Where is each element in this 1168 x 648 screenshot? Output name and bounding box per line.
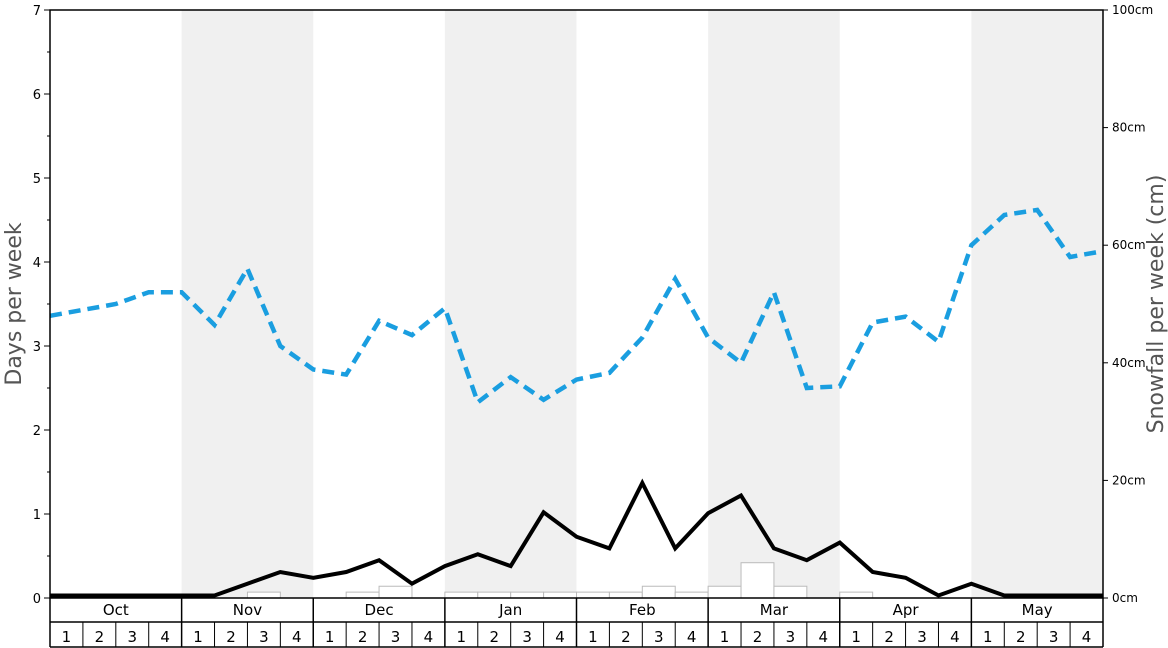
snowfall-bar <box>246 591 281 599</box>
left-tick-label: 7 <box>33 4 41 19</box>
week-label: 4 <box>555 628 565 646</box>
snowfall-bar <box>608 591 643 599</box>
month-label-feb: Feb <box>629 601 656 619</box>
week-label: 3 <box>786 628 796 646</box>
left-tick-label: 0 <box>33 592 41 607</box>
snowfall-bar <box>707 585 742 599</box>
week-label: 4 <box>950 628 960 646</box>
shade-may <box>971 10 1103 598</box>
solid-series-line <box>50 478 1103 598</box>
week-label: 3 <box>654 628 664 646</box>
week-label: 3 <box>1049 628 1059 646</box>
snowfall-bar <box>510 591 545 599</box>
week-label: 1 <box>193 628 203 646</box>
month-label-mar: Mar <box>760 601 789 619</box>
left-axis-title: Days per week <box>2 222 27 385</box>
week-label: 3 <box>259 628 269 646</box>
week-label: 2 <box>621 628 631 646</box>
left-tick-label: 4 <box>33 256 41 271</box>
snowfall-bar <box>576 591 610 599</box>
right-tick-label: 0cm <box>1112 591 1138 605</box>
month-label-jan: Jan <box>498 601 522 619</box>
left-tick-label: 1 <box>33 508 41 523</box>
snowfall-bar <box>543 591 577 599</box>
month-week-axis: Oct 1 2 3 4 Nov 1 2 3 4 Dec 1 2 3 4 Jan 1 2 3 4 Feb 1 2 3 4 Mar 1 2… <box>49 598 1104 648</box>
week-label: 1 <box>325 628 335 646</box>
week-label: 4 <box>1082 628 1092 646</box>
left-tick-label: 3 <box>33 340 41 355</box>
snowfall-bar <box>477 591 512 599</box>
right-axis-title: Snowfall per week (cm) <box>1144 175 1168 434</box>
week-label: 3 <box>917 628 927 646</box>
shade-nov <box>181 10 314 598</box>
right-tick-label: 100cm <box>1112 3 1153 17</box>
week-label: 2 <box>884 628 894 646</box>
snowfall-bar <box>839 591 874 599</box>
month-label-nov: Nov <box>233 601 262 619</box>
month-label-may: May <box>1022 601 1053 619</box>
month-label-oct: Oct <box>103 601 129 619</box>
week-label: 3 <box>522 628 532 646</box>
month-label-apr: Apr <box>893 601 920 619</box>
week-label: 2 <box>753 628 763 646</box>
week-label: 4 <box>687 628 697 646</box>
left-axis: 0 1 2 3 4 5 6 7 <box>33 4 50 607</box>
week-label: 2 <box>489 628 499 646</box>
week-label: 2 <box>95 628 105 646</box>
week-label: 1 <box>983 628 993 646</box>
right-tick-label: 20cm <box>1112 473 1146 487</box>
week-label: 3 <box>391 628 401 646</box>
snowfall-bar <box>345 591 380 599</box>
right-tick-label: 80cm <box>1112 121 1146 135</box>
week-label: 1 <box>851 628 861 646</box>
week-label: 2 <box>226 628 236 646</box>
week-label: 4 <box>819 628 829 646</box>
week-label: 4 <box>424 628 434 646</box>
week-label: 4 <box>292 628 302 646</box>
snowfall-bar <box>674 591 709 599</box>
week-label: 4 <box>160 628 170 646</box>
week-label: 1 <box>588 628 598 646</box>
snowfall-bar <box>641 585 676 599</box>
snowfall-bar <box>773 585 808 599</box>
week-label: 2 <box>1016 628 1026 646</box>
snowfall-bar <box>444 591 479 599</box>
right-tick-label: 40cm <box>1112 356 1146 370</box>
series-lines <box>49 207 1104 598</box>
right-axis: 0cm 20cm 40cm 60cm 80cm 100cm <box>1103 3 1153 605</box>
right-tick-label: 60cm <box>1112 238 1146 252</box>
dashed-series-line <box>49 207 1104 406</box>
month-label-dec: Dec <box>365 601 394 619</box>
left-tick-label: 5 <box>33 172 41 187</box>
week-label: 3 <box>127 628 137 646</box>
left-tick-label: 6 <box>33 88 41 103</box>
left-tick-label: 2 <box>33 424 41 439</box>
snowfall-bars <box>246 562 874 599</box>
week-label: 1 <box>457 628 467 646</box>
month-shading <box>181 10 1103 598</box>
shade-mar <box>708 10 840 598</box>
shade-jan <box>444 10 577 598</box>
week-label: 1 <box>720 628 730 646</box>
snowfall-bar <box>740 562 775 599</box>
week-label: 1 <box>62 628 72 646</box>
snowfall-bar <box>378 585 413 599</box>
week-label: 2 <box>358 628 368 646</box>
